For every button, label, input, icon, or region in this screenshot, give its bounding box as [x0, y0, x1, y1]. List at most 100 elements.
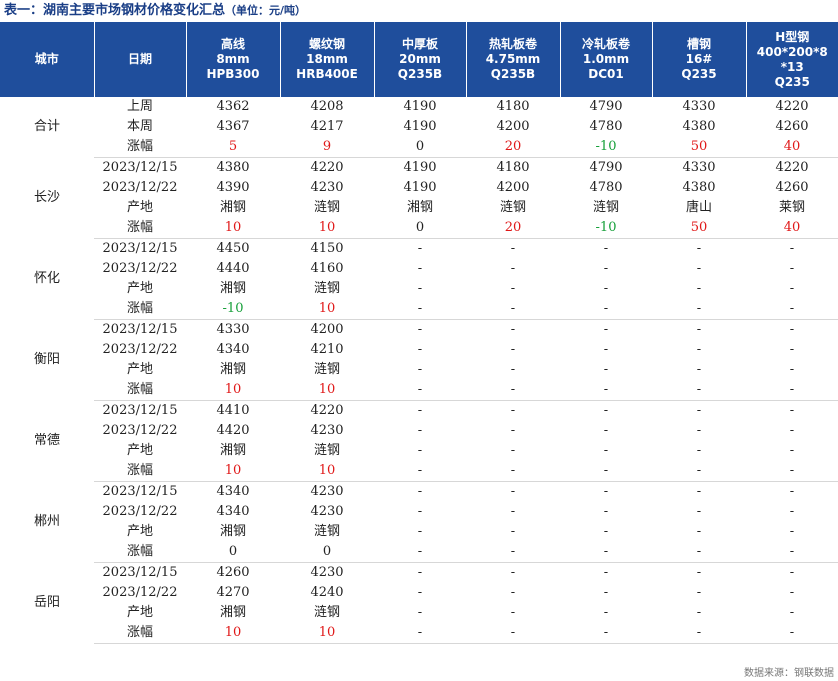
price-cell: 4380: [682, 180, 716, 195]
city-cell: 岳阳: [33, 595, 60, 610]
price-cell: -: [696, 585, 702, 600]
row-label: 2023/12/22: [102, 180, 178, 195]
table-row: 2023/12/22 4440 4160 - - - - -: [0, 259, 838, 279]
price-cell: 4780: [589, 180, 623, 195]
price-cell: -: [417, 342, 423, 357]
price-cell: -: [510, 403, 516, 418]
price-cell: 4190: [403, 119, 437, 134]
table-row: 怀化 2023/12/15 4450 4150 - - - - -: [0, 239, 838, 286]
price-cell: -: [510, 565, 516, 580]
change-cell: -: [466, 542, 560, 563]
price-cell: 4790: [589, 160, 623, 175]
price-cell: 4220: [310, 403, 344, 418]
price-cell: 4330: [682, 99, 716, 114]
table-row: 产地 湘钢 涟钢 - - - - -: [0, 603, 838, 623]
price-cell: -: [417, 403, 423, 418]
price-cell: 4220: [775, 160, 809, 175]
price-cell: -: [603, 524, 609, 539]
table-row: 涨幅 5 9 0 20 -10 50 40: [0, 137, 838, 158]
column-header-6: 冷轧板卷 1.0mm DC01: [559, 22, 652, 97]
change-cell: 10: [280, 461, 374, 482]
price-cell: 4390: [216, 180, 250, 195]
change-cell: 9: [280, 137, 374, 158]
table-row: 产地 湘钢 涟钢 - - - - -: [0, 360, 838, 380]
table-row: 衡阳 2023/12/15 4330 4200 - - - - -: [0, 320, 838, 367]
change-cell: -: [466, 623, 560, 644]
price-cell: -: [417, 585, 423, 600]
column-header-line: Q235: [774, 74, 810, 89]
table-row: 产地 湘钢 涟钢 - - - - -: [0, 441, 838, 461]
price-cell: -: [417, 565, 423, 580]
change-cell: -: [374, 461, 466, 482]
price-cell: 4220: [310, 160, 344, 175]
unit-note: （单位：元/吨）: [225, 4, 307, 17]
change-cell: -: [746, 380, 838, 401]
column-header-line: Q235B: [397, 67, 443, 81]
price-cell: -: [417, 443, 423, 458]
price-cell: -: [417, 241, 423, 256]
table-row: 合计 上周 4362 4208 4190 4180 4790 4330 4220: [0, 97, 838, 134]
row-label: 产地: [126, 281, 153, 296]
price-cell: -: [510, 241, 516, 256]
row-label: 2023/12/15: [102, 160, 178, 175]
change-cell: 20: [466, 137, 560, 158]
price-cell: -: [510, 585, 516, 600]
column-header-8: H型钢 400*200*8 *13 Q235: [745, 22, 838, 97]
row-label: 2023/12/22: [102, 261, 178, 276]
price-cell: -: [696, 423, 702, 438]
row-label: 涨幅: [94, 623, 186, 644]
column-header-line: HPB300: [206, 67, 260, 81]
price-cell: 4230: [310, 423, 344, 438]
price-cell: 4362: [216, 99, 250, 114]
column-header-1: 日期: [93, 22, 186, 97]
price-cell: -: [603, 362, 609, 377]
change-cell: -: [560, 542, 652, 563]
price-cell: 4190: [403, 99, 437, 114]
price-cell: -: [696, 261, 702, 276]
row-label: 2023/12/22: [102, 585, 178, 600]
row-label: 2023/12/15: [102, 565, 178, 580]
change-cell: 5: [186, 137, 280, 158]
change-cell: -: [652, 380, 746, 401]
change-cell: -: [560, 623, 652, 644]
change-cell: -: [746, 623, 838, 644]
price-cell: 唐山: [685, 200, 712, 215]
price-cell: -: [696, 565, 702, 580]
price-cell: 4200: [496, 119, 530, 134]
price-cell: 4260: [775, 180, 809, 195]
price-cell: -: [603, 281, 609, 296]
row-label: 2023/12/15: [102, 403, 178, 418]
price-cell: 4420: [216, 423, 250, 438]
price-cell: -: [417, 524, 423, 539]
change-cell: -: [560, 380, 652, 401]
column-header-2: 高线 8mm HPB300: [185, 22, 280, 97]
price-cell: -: [789, 322, 795, 337]
row-label: 产地: [126, 362, 153, 377]
change-cell: 10: [280, 218, 374, 239]
change-cell: 20: [466, 218, 560, 239]
price-cell: -: [696, 484, 702, 499]
row-label: 涨幅: [94, 542, 186, 563]
price-cell: -: [417, 423, 423, 438]
row-label: 上周: [126, 99, 153, 114]
change-cell: 50: [652, 137, 746, 158]
price-cell: -: [510, 362, 516, 377]
price-cell: -: [510, 484, 516, 499]
table-row: 产地 湘钢 涟钢 - - - - -: [0, 522, 838, 542]
price-cell: -: [510, 443, 516, 458]
price-cell: 涟钢: [592, 200, 619, 215]
price-cell: -: [603, 423, 609, 438]
row-label: 涨幅: [94, 461, 186, 482]
row-label: 2023/12/15: [102, 241, 178, 256]
data-source: 数据来源：钢联数据: [744, 668, 834, 679]
price-cell: 4230: [310, 180, 344, 195]
column-header-line: Q235: [681, 67, 717, 81]
table-row: 2023/12/22 4340 4230 - - - - -: [0, 502, 838, 522]
change-cell: 40: [746, 137, 838, 158]
price-cell: -: [510, 423, 516, 438]
table-row: 涨幅 0 0- - - - -: [0, 542, 838, 563]
change-cell: 10: [186, 218, 280, 239]
price-cell: -: [417, 605, 423, 620]
column-header-0: 城市: [0, 22, 94, 97]
city-cell: 合计: [33, 119, 60, 135]
